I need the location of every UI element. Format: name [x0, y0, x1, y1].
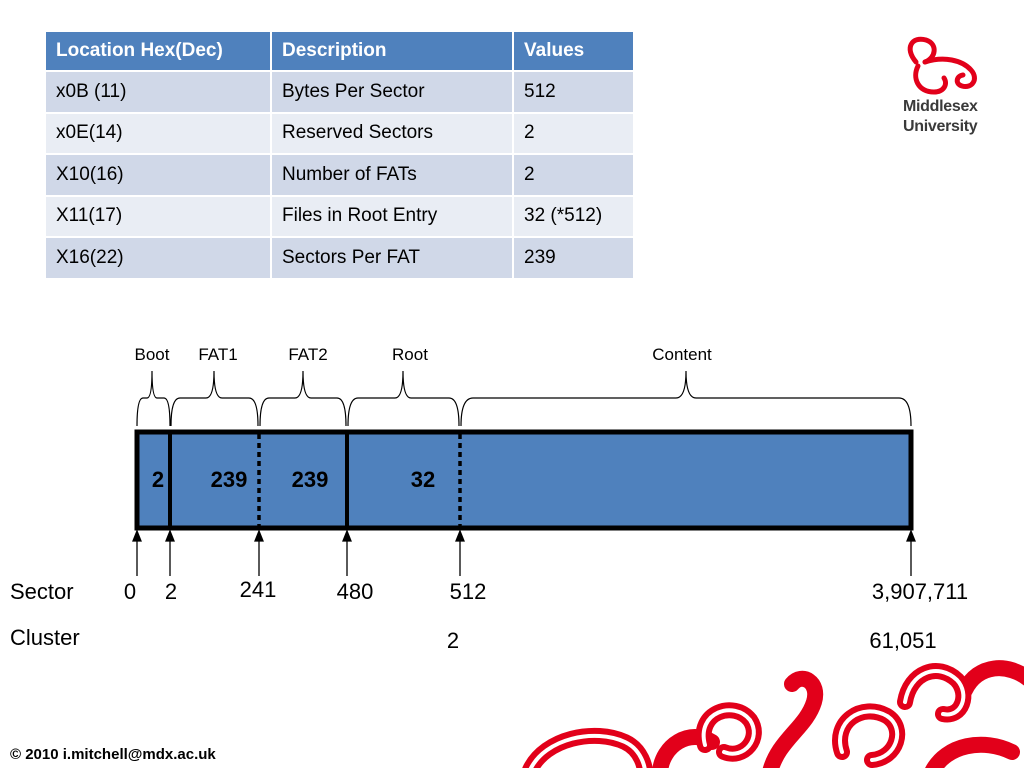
arrow-up-icon [132, 529, 142, 576]
sector-mark: 0 [124, 579, 136, 604]
disk-layout-diagram: Boot FAT1 FAT2 Root Content 2 239 239 32… [10, 345, 968, 653]
brand-swirl-decoration [522, 660, 1024, 768]
sector-mark: 480 [337, 579, 374, 604]
arrow-up-icon [906, 529, 916, 576]
brace-content [460, 370, 912, 427]
arrow-up-icon [455, 529, 465, 576]
cell-location: X16(22) [44, 236, 272, 280]
cell-value: 512 [512, 70, 635, 114]
table-row: X10(16) Number of FATs 2 [44, 153, 635, 197]
cell-description: Files in Root Entry [270, 194, 514, 238]
region-label-fat1: FAT1 [198, 345, 237, 364]
cell-description: Bytes Per Sector [270, 70, 514, 114]
region-label-root: Root [392, 345, 428, 364]
table-row: x0B (11) Bytes Per Sector 512 [44, 70, 635, 114]
table-header-row: Location Hex(Dec) Description Values [44, 30, 635, 72]
sector-mark: 512 [450, 579, 487, 604]
column-header-description: Description [270, 30, 514, 72]
brace-boot [136, 370, 171, 427]
column-header-location: Location Hex(Dec) [44, 30, 272, 72]
arrow-up-icon [165, 529, 175, 576]
cluster-mark: 2 [447, 628, 459, 653]
region-value-boot: 2 [152, 467, 164, 492]
region-label-fat2: FAT2 [288, 345, 327, 364]
wordmark-line-2: University [903, 118, 978, 135]
university-logo-icon [907, 36, 977, 95]
arrow-up-icon [254, 529, 264, 576]
sector-mark: 2 [165, 579, 177, 604]
table-row: X11(17) Files in Root Entry 32 (*512) [44, 194, 635, 238]
region-label-boot: Boot [135, 345, 170, 364]
column-header-values: Values [512, 30, 635, 72]
university-wordmark: Middlesex University [903, 97, 978, 137]
wordmark-line-1: Middlesex [903, 98, 978, 115]
cell-description: Number of FATs [270, 153, 514, 197]
brace-fat1 [170, 370, 259, 427]
cell-value: 239 [512, 236, 635, 280]
sector-row-label: Sector [10, 579, 74, 604]
copyright-footer: © 2010 i.mitchell@mdx.ac.uk [10, 746, 216, 763]
table-row: x0E(14) Reserved Sectors 2 [44, 111, 635, 155]
cell-description: Reserved Sectors [270, 111, 514, 155]
cell-value: 2 [512, 111, 635, 155]
cell-location: x0B (11) [44, 70, 272, 114]
cell-value: 32 (*512) [512, 194, 635, 238]
disk-bar [134, 429, 914, 531]
brace-root [347, 370, 460, 427]
cluster-mark: 61,051 [869, 628, 936, 653]
cell-location: X11(17) [44, 194, 272, 238]
region-value-fat2: 239 [292, 467, 329, 492]
sector-mark: 241 [240, 577, 277, 602]
boot-sector-table: Location Hex(Dec) Description Values x0B… [44, 30, 635, 280]
region-value-fat1: 239 [211, 467, 248, 492]
cell-description: Sectors Per FAT [270, 236, 514, 280]
cell-location: x0E(14) [44, 111, 272, 155]
cell-location: X10(16) [44, 153, 272, 197]
cluster-row-label: Cluster [10, 625, 80, 650]
brace-fat2 [259, 370, 347, 427]
arrow-up-icon [342, 529, 352, 576]
sector-mark: 3,907,711 [872, 579, 968, 604]
region-value-root: 32 [411, 467, 435, 492]
region-label-content: Content [652, 345, 712, 364]
table-row: X16(22) Sectors Per FAT 239 [44, 236, 635, 280]
cell-value: 2 [512, 153, 635, 197]
